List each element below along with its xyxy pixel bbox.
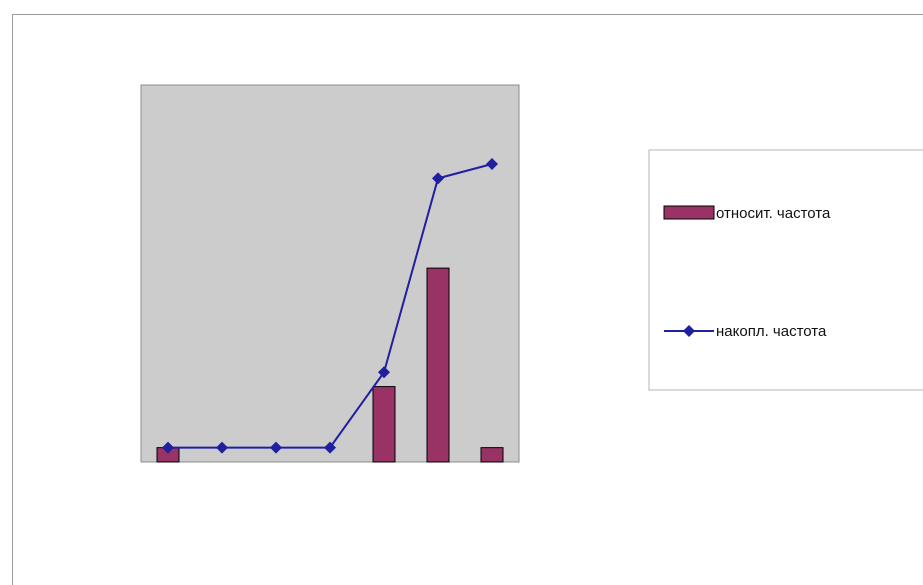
- chart-svg: относит. частота накопл. частота: [140, 84, 923, 463]
- bar-7: [480, 447, 504, 463]
- line-layer: [162, 157, 498, 454]
- legend-bar-label: относит. частота: [716, 205, 831, 222]
- legend-bar-swatch: [663, 205, 715, 220]
- plot-area: [140, 84, 520, 463]
- line-point-1: [162, 441, 174, 454]
- chart-frame: относит. частота накопл. частота: [12, 14, 923, 585]
- legend-box: [648, 149, 923, 391]
- line-point-4: [324, 441, 336, 454]
- bars-layer: [156, 267, 504, 463]
- bar-6: [426, 267, 450, 463]
- line-point-7: [486, 157, 498, 170]
- legend: относит. частота накопл. частота: [648, 149, 923, 391]
- legend-line-marker: [683, 325, 695, 337]
- legend-line-label: накопл. частота: [716, 323, 827, 340]
- line-point-2: [216, 441, 228, 454]
- line-point-6: [432, 172, 444, 185]
- line-point-3: [270, 441, 282, 454]
- line-point-5: [378, 366, 390, 379]
- bar-5: [372, 386, 396, 463]
